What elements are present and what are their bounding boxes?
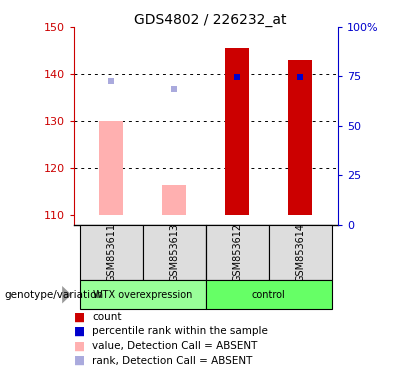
Bar [289, 60, 312, 215]
Bar [226, 48, 249, 215]
Bar [143, 225, 206, 280]
Text: genotype/variation: genotype/variation [4, 290, 103, 300]
Bar [100, 121, 123, 215]
Bar [206, 225, 269, 280]
Text: GSM853613: GSM853613 [169, 223, 179, 282]
Text: ■: ■ [74, 339, 84, 353]
Text: GDS4802 / 226232_at: GDS4802 / 226232_at [134, 13, 286, 27]
Text: ■: ■ [74, 325, 84, 338]
Text: ■: ■ [74, 310, 84, 323]
Polygon shape [62, 286, 71, 303]
Text: GSM853614: GSM853614 [295, 223, 305, 282]
Text: count: count [92, 312, 122, 322]
Text: GSM853612: GSM853612 [232, 223, 242, 282]
Bar [80, 225, 143, 280]
Text: control: control [252, 290, 286, 300]
Text: rank, Detection Call = ABSENT: rank, Detection Call = ABSENT [92, 356, 253, 366]
Bar [163, 185, 186, 215]
Text: value, Detection Call = ABSENT: value, Detection Call = ABSENT [92, 341, 258, 351]
Text: ■: ■ [74, 354, 84, 367]
Bar [206, 280, 332, 309]
Text: percentile rank within the sample: percentile rank within the sample [92, 326, 268, 336]
Bar [80, 280, 206, 309]
Text: WTX overexpression: WTX overexpression [93, 290, 192, 300]
Text: GSM853611: GSM853611 [106, 223, 116, 282]
Bar [269, 225, 332, 280]
